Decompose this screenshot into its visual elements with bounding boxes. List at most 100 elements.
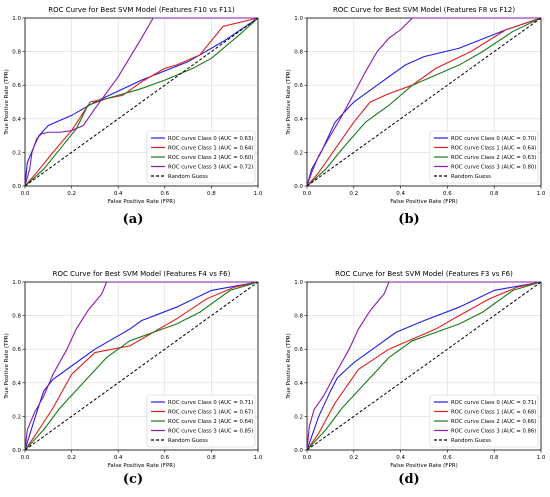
roc-panel-4: 0.00.0 0.2 0.2 0.4 0.4 0.6 0.6 0.8 0.8 1.0 1.0 ROC … <box>286 270 546 469</box>
y-tick-label: 1.0 <box>294 16 303 22</box>
y-axis-label: True Positive Rate (TPR) <box>4 69 10 136</box>
legend-entry: ROC curve Class 2 (AUC = 0.66) <box>451 419 536 425</box>
x-tick-label: 0.0 <box>303 455 312 461</box>
legend-entry: ROC curve Class 0 (AUC = 0.63) <box>168 136 253 142</box>
legend-entry: Random Guess <box>451 438 491 444</box>
legend-entry: Random Guess <box>168 438 208 444</box>
x-axis-label: False Positive Rate (FPR) <box>390 463 457 469</box>
x-tick-label: 0.4 <box>114 191 123 197</box>
roc-line-class-1 <box>24 281 259 451</box>
x-tick-label: 0.2 <box>67 455 76 461</box>
legend-entry: ROC curve Class 3 (AUC = 0.86) <box>451 429 536 435</box>
chart-title: ROC Curve for Best SVM Model (Features F… <box>333 6 515 14</box>
x-tick-label: 1.0 <box>254 191 263 197</box>
random-guess-line <box>24 281 259 451</box>
roc-line-class-1 <box>306 281 542 451</box>
legend-entry: ROC curve Class 1 (AUC = 0.64) <box>168 146 253 152</box>
x-tick-label: 0.6 <box>160 455 169 461</box>
legend: ROC curve Class 0 (AUC = 0.71) ROC curve … <box>429 394 539 448</box>
roc-line-class-2 <box>24 17 259 187</box>
roc-line-class-2 <box>306 17 542 187</box>
x-axis-label: False Positive Rate (FPR) <box>108 199 175 205</box>
y-tick-label: 0.8 <box>294 314 303 320</box>
x-tick-label: 0.8 <box>490 455 499 461</box>
y-axis-label: True Positive Rate (TPR) <box>286 333 292 400</box>
y-axis-label: True Positive Rate (TPR) <box>4 333 10 400</box>
y-tick-label: 0.0 <box>294 448 303 454</box>
y-tick-label: 0.6 <box>294 347 303 353</box>
y-tick-label: 0.8 <box>12 50 21 56</box>
y-tick-label: 0.6 <box>294 83 303 89</box>
panel-label-a: (a) <box>122 212 144 227</box>
x-tick-label: 0.4 <box>396 455 405 461</box>
legend-box <box>146 394 256 448</box>
legend-entry: Random Guess <box>451 174 491 180</box>
y-tick-label: 0.2 <box>12 414 21 420</box>
roc-panel-1: 0.00.0 0.2 0.2 0.4 0.4 0.6 0.6 0.8 0.8 1.0 1.0 ROC … <box>4 6 263 205</box>
legend-entry: ROC curve Class 0 (AUC = 0.70) <box>451 136 536 142</box>
x-tick-label: 0.8 <box>207 455 216 461</box>
legend: ROC curve Class 0 (AUC = 0.63) ROC curve … <box>146 130 256 184</box>
x-tick-label: 0.0 <box>21 455 30 461</box>
y-tick-label: 1.0 <box>12 280 21 286</box>
x-tick-label: 0.2 <box>67 191 76 197</box>
y-tick-label: 0.6 <box>12 83 21 89</box>
x-tick-label: 0.6 <box>443 191 452 197</box>
y-tick-label: 1.0 <box>294 280 303 286</box>
random-guess-line <box>306 17 542 187</box>
chart-title: ROC Curve for Best SVM Model (Features F… <box>48 6 235 14</box>
y-axis-label: True Positive Rate (TPR) <box>286 69 292 136</box>
plot-frame <box>24 17 259 187</box>
y-tick-label: 0.4 <box>294 117 303 123</box>
legend-entry: ROC curve Class 0 (AUC = 0.71) <box>451 400 536 406</box>
x-tick-label: 0.8 <box>207 191 216 197</box>
legend-entry: ROC curve Class 1 (AUC = 0.67) <box>168 410 253 416</box>
roc-line-class-0 <box>306 281 542 451</box>
roc-line-class-3 <box>306 281 541 451</box>
y-tick-label: 0.8 <box>12 314 21 320</box>
x-axis-label: False Positive Rate (FPR) <box>108 463 175 469</box>
chart-title: ROC Curve for Best SVM Model (Features F… <box>335 270 513 278</box>
legend-entry: ROC curve Class 0 (AUC = 0.71) <box>168 400 253 406</box>
x-tick-label: 0.4 <box>396 191 405 197</box>
legend-entry: ROC curve Class 3 (AUC = 0.80) <box>451 165 536 171</box>
x-tick-label: 0.0 <box>21 191 30 197</box>
x-tick-label: 0.2 <box>349 191 358 197</box>
y-tick-label: 0.0 <box>12 184 21 190</box>
roc-line-class-3 <box>24 281 258 451</box>
x-tick-label: 0.0 <box>303 191 312 197</box>
roc-line-class-1 <box>306 17 542 187</box>
legend-entry: ROC curve Class 2 (AUC = 0.63) <box>451 155 536 161</box>
random-guess-line <box>24 17 259 187</box>
x-tick-label: 0.6 <box>160 191 169 197</box>
legend-box <box>146 130 256 184</box>
legend-entry: ROC curve Class 1 (AUC = 0.64) <box>451 146 536 152</box>
x-tick-label: 0.2 <box>349 455 358 461</box>
legend: ROC curve Class 0 (AUC = 0.70) ROC curve … <box>429 130 539 184</box>
legend: ROC curve Class 0 (AUC = 0.71) ROC curve … <box>146 394 256 448</box>
chart-title: ROC Curve for Best SVM Model (Features F… <box>53 270 231 278</box>
y-tick-label: 0.2 <box>12 150 21 156</box>
panel-label-d: (d) <box>398 472 420 487</box>
roc-line-class-2 <box>24 281 259 451</box>
y-tick-label: 0.2 <box>294 414 303 420</box>
y-tick-label: 0.4 <box>12 117 21 123</box>
roc-line-class-1 <box>24 17 259 187</box>
random-guess-line <box>306 281 542 451</box>
panel-label-c: (c) <box>122 472 144 487</box>
y-tick-label: 1.0 <box>12 16 21 22</box>
x-tick-label: 0.6 <box>443 455 452 461</box>
x-tick-label: 1.0 <box>537 191 546 197</box>
legend-box <box>429 130 539 184</box>
legend-entry: ROC curve Class 3 (AUC = 0.72) <box>168 165 253 171</box>
legend-box <box>429 394 539 448</box>
y-tick-label: 0.4 <box>294 381 303 387</box>
x-tick-label: 0.4 <box>114 455 123 461</box>
x-tick-label: 0.8 <box>490 191 499 197</box>
y-tick-label: 0.2 <box>294 150 303 156</box>
legend-entry: ROC curve Class 3 (AUC = 0.85) <box>168 429 253 435</box>
roc-line-class-2 <box>306 281 542 451</box>
roc-line-class-3 <box>306 17 541 187</box>
